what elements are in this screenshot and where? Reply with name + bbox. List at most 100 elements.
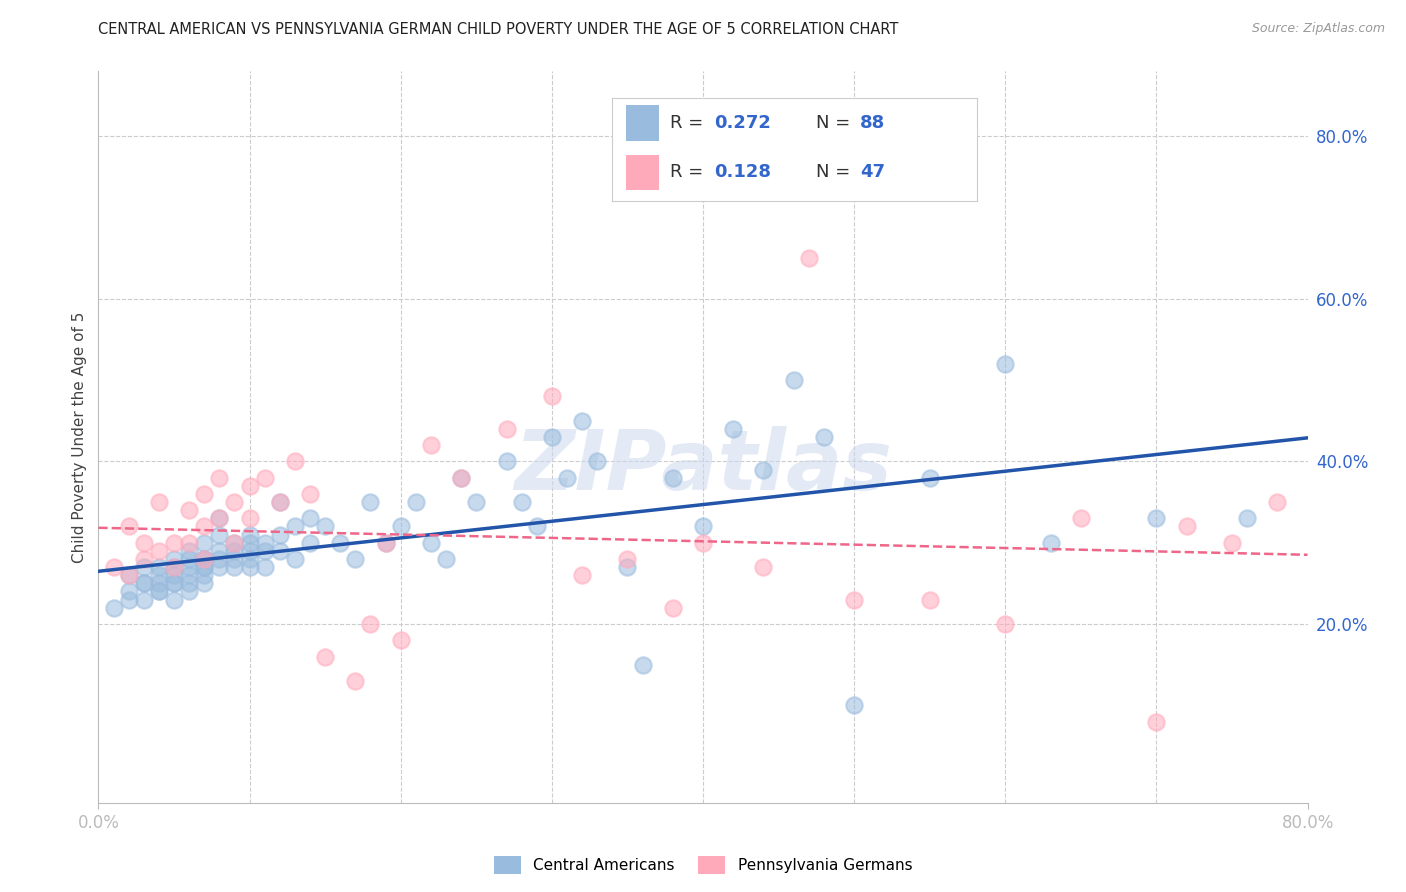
Point bbox=[389, 633, 412, 648]
Point bbox=[239, 479, 262, 493]
Point bbox=[540, 430, 562, 444]
Point bbox=[616, 560, 638, 574]
Text: R =: R = bbox=[671, 163, 709, 181]
Point bbox=[118, 584, 141, 599]
Point bbox=[179, 503, 201, 517]
Point bbox=[224, 560, 246, 574]
Point bbox=[208, 527, 231, 541]
Point bbox=[118, 568, 141, 582]
Point bbox=[1175, 519, 1198, 533]
Point bbox=[360, 617, 382, 632]
Point bbox=[239, 560, 262, 574]
Text: 47: 47 bbox=[860, 163, 886, 181]
Point bbox=[284, 552, 307, 566]
Point bbox=[118, 568, 141, 582]
Y-axis label: Child Poverty Under the Age of 5: Child Poverty Under the Age of 5 bbox=[72, 311, 87, 563]
Bar bbox=[626, 154, 659, 190]
Point bbox=[420, 535, 443, 549]
Point bbox=[148, 544, 170, 558]
Point bbox=[299, 535, 322, 549]
Point bbox=[163, 592, 186, 607]
Point bbox=[193, 560, 215, 574]
Point bbox=[224, 544, 246, 558]
Point bbox=[179, 535, 201, 549]
Point bbox=[148, 576, 170, 591]
Point bbox=[662, 471, 685, 485]
Point bbox=[132, 576, 155, 591]
Point bbox=[495, 422, 517, 436]
Point bbox=[450, 471, 472, 485]
Point bbox=[1144, 511, 1167, 525]
Point bbox=[314, 649, 336, 664]
Point bbox=[132, 592, 155, 607]
Point bbox=[994, 617, 1017, 632]
Point bbox=[374, 535, 396, 549]
Text: ZIPatlas: ZIPatlas bbox=[515, 425, 891, 507]
Point bbox=[193, 560, 215, 574]
Point bbox=[284, 519, 307, 533]
Point bbox=[586, 454, 609, 468]
Point bbox=[329, 535, 352, 549]
Point bbox=[1070, 511, 1092, 525]
Point bbox=[284, 454, 307, 468]
Point bbox=[239, 527, 262, 541]
Point bbox=[163, 560, 186, 574]
Point bbox=[239, 535, 262, 549]
Point bbox=[239, 552, 262, 566]
Point bbox=[163, 576, 186, 591]
Point bbox=[163, 576, 186, 591]
Point bbox=[314, 519, 336, 533]
Point bbox=[571, 568, 593, 582]
Text: 88: 88 bbox=[860, 114, 886, 132]
Point bbox=[1220, 535, 1243, 549]
Point bbox=[495, 454, 517, 468]
Bar bbox=[626, 105, 659, 141]
Point bbox=[420, 438, 443, 452]
Point bbox=[193, 576, 215, 591]
Point bbox=[163, 568, 186, 582]
Point bbox=[208, 560, 231, 574]
Point bbox=[163, 552, 186, 566]
Point bbox=[224, 535, 246, 549]
Text: N =: N = bbox=[817, 114, 856, 132]
Point bbox=[118, 592, 141, 607]
Point bbox=[208, 511, 231, 525]
Point bbox=[662, 600, 685, 615]
Point bbox=[103, 560, 125, 574]
Point bbox=[193, 552, 215, 566]
Point bbox=[752, 560, 775, 574]
Point bbox=[994, 357, 1017, 371]
Point bbox=[193, 568, 215, 582]
Point bbox=[179, 552, 201, 566]
Point bbox=[193, 535, 215, 549]
Point bbox=[783, 373, 806, 387]
Point bbox=[540, 389, 562, 403]
Point bbox=[752, 462, 775, 476]
Point bbox=[132, 576, 155, 591]
Point bbox=[179, 584, 201, 599]
Point bbox=[616, 552, 638, 566]
Point bbox=[132, 552, 155, 566]
Point bbox=[163, 560, 186, 574]
Point bbox=[148, 584, 170, 599]
Point bbox=[1144, 714, 1167, 729]
Point bbox=[208, 471, 231, 485]
Text: N =: N = bbox=[817, 163, 856, 181]
Point bbox=[118, 519, 141, 533]
Point bbox=[179, 576, 201, 591]
Point bbox=[148, 584, 170, 599]
Point bbox=[1236, 511, 1258, 525]
Point bbox=[344, 673, 367, 688]
Point bbox=[510, 495, 533, 509]
Text: Source: ZipAtlas.com: Source: ZipAtlas.com bbox=[1251, 22, 1385, 36]
Point bbox=[631, 657, 654, 672]
Point bbox=[844, 592, 866, 607]
Point bbox=[193, 552, 215, 566]
Point bbox=[269, 527, 291, 541]
Point bbox=[193, 519, 215, 533]
Point bbox=[132, 560, 155, 574]
Point bbox=[179, 568, 201, 582]
Point bbox=[434, 552, 457, 566]
Point bbox=[692, 535, 714, 549]
Point bbox=[918, 471, 941, 485]
